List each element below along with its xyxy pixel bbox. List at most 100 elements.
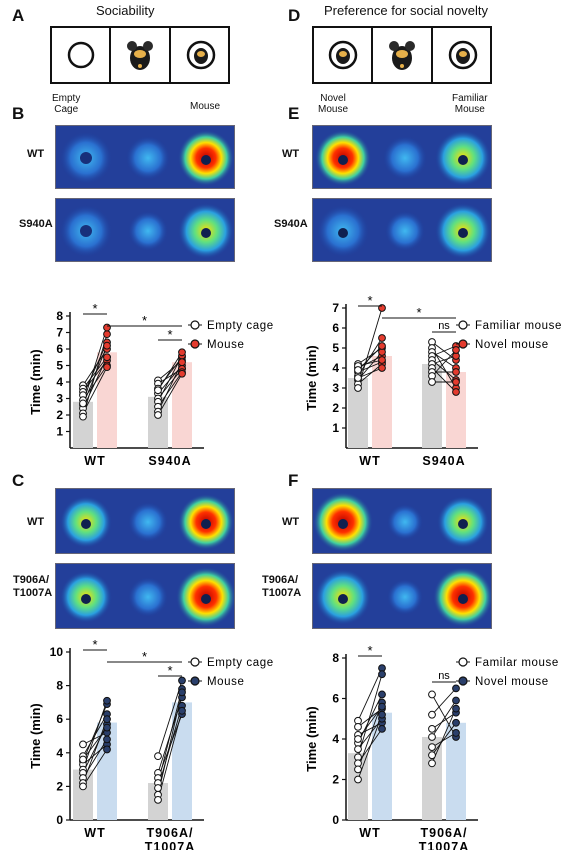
heatmap-e-wt-image: [313, 126, 491, 188]
data-point: [103, 363, 111, 372]
caption-novel-mouse: Novel Mouse: [318, 93, 349, 115]
significance-label: *: [142, 649, 147, 664]
panel-letter-c: C: [12, 471, 25, 490]
paired-line: [157, 371, 183, 408]
y-tick-label: 0: [56, 813, 63, 827]
data-point: [178, 676, 186, 685]
data-point: [378, 710, 386, 719]
paired-line: [82, 366, 108, 414]
paired-line: [82, 719, 108, 784]
data-point: [154, 411, 162, 419]
x-tick-label: S940A: [422, 454, 465, 468]
row-label-c-mut: T906A/ T1007A: [13, 574, 53, 599]
x-tick-label: T906A/: [421, 826, 468, 840]
legend-marker: [190, 657, 200, 667]
y-tick-label: 2: [332, 401, 339, 415]
paired-line: [357, 714, 383, 780]
bar: [372, 356, 392, 448]
paired-line: [82, 334, 108, 417]
y-tick-label: 3: [56, 392, 63, 406]
paired-line: [157, 692, 183, 795]
row-label-e-s940a: S940A: [274, 218, 308, 230]
data-point: [452, 729, 460, 737]
paired-line: [431, 700, 457, 738]
paired-line: [431, 359, 457, 381]
data-point: [378, 690, 386, 699]
heatmap-f-wt: [312, 488, 492, 554]
y-tick-label: 8: [56, 679, 63, 693]
data-point: [178, 369, 186, 378]
y-tick-label: 6: [332, 692, 339, 706]
paired-line: [157, 362, 183, 412]
y-tick-label: 6: [56, 712, 63, 726]
panel-letter-e: E: [288, 104, 300, 123]
data-point: [79, 412, 87, 421]
data-point: [103, 353, 111, 362]
data-point: [154, 795, 162, 804]
y-tick-label: 0: [332, 813, 339, 827]
data-point: [452, 684, 460, 693]
paired-line: [431, 345, 457, 357]
bar: [446, 722, 466, 820]
data-point: [428, 733, 436, 741]
paired-line: [357, 363, 383, 385]
data-point: [178, 688, 186, 697]
data-point: [428, 751, 436, 760]
data-point: [103, 330, 111, 339]
data-point: [154, 386, 162, 395]
paired-line: [431, 355, 457, 365]
paired-line: [431, 349, 457, 377]
bar: [422, 736, 442, 820]
legend-marker: [458, 676, 468, 686]
panel-letter-f: F: [288, 471, 299, 490]
paired-line: [157, 355, 183, 403]
legend-label: Empty cage: [207, 657, 274, 669]
x-tick-label: WT: [359, 826, 380, 840]
paired-line: [431, 708, 457, 764]
paired-line: [357, 702, 383, 770]
row-label-b-s940a: S940A: [19, 218, 53, 230]
paired-line: [431, 694, 457, 738]
paired-line: [157, 680, 183, 757]
heatmap-e-s940a-image: [313, 199, 491, 261]
data-point: [452, 704, 460, 713]
caption-mouse: Mouse: [190, 101, 221, 112]
y-tick-label: 8: [56, 309, 63, 323]
y-tick-label: 1: [56, 425, 63, 439]
data-point: [103, 696, 111, 705]
data-point: [452, 696, 460, 705]
paired-line: [357, 667, 383, 721]
caption-familiar-mouse: Familiar Mouse: [452, 93, 488, 115]
legend-marker: [458, 339, 468, 349]
paired-line: [357, 337, 383, 377]
significance-label: *: [416, 305, 421, 320]
paired-line: [82, 732, 108, 745]
y-axis-label: Time (min): [304, 345, 319, 411]
legend-label: Familar mouse: [475, 657, 559, 669]
legend-marker: [190, 320, 200, 330]
heatmap-c-mut-image: [56, 564, 234, 628]
x-tick-label: T906A/: [147, 826, 194, 840]
data-point: [103, 341, 111, 350]
panel-letter-a: A: [12, 6, 25, 25]
paired-line: [82, 700, 108, 770]
data-point: [428, 759, 436, 768]
y-tick-label: 5: [56, 359, 63, 373]
data-point: [178, 706, 186, 715]
bar: [73, 401, 93, 448]
data-point: [452, 378, 460, 386]
y-axis-label: Time (min): [28, 349, 43, 415]
title-sociability: Sociability: [96, 3, 155, 18]
heatmap-f-wt-image: [313, 489, 491, 553]
y-tick-label: 7: [332, 301, 339, 315]
paired-line: [157, 688, 183, 784]
paired-line: [82, 703, 108, 762]
chart-e: 1 2 3 4 5 6 7 Time (min) WT S940A * ns * Familiar mou…: [304, 293, 561, 468]
x-tick-label: T1007A: [419, 840, 469, 850]
caption-empty-cage: Empty Cage: [52, 93, 81, 115]
row-label-e-wt: WT: [282, 148, 300, 160]
paired-line: [357, 694, 383, 744]
heatmap-c-wt: [55, 488, 235, 554]
data-point: [452, 718, 460, 727]
row-label-f-wt: WT: [282, 516, 300, 528]
